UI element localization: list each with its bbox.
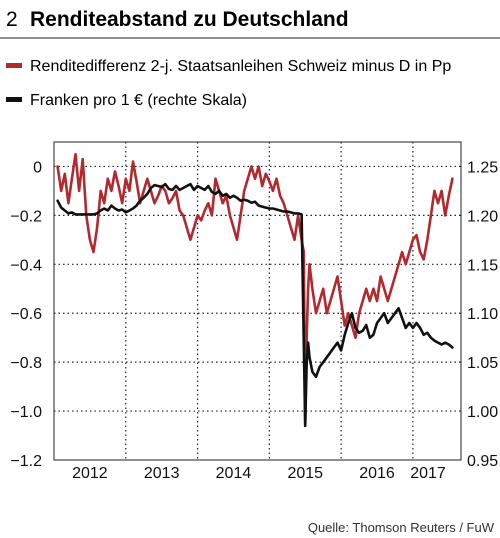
legend-swatch-red — [6, 63, 22, 68]
y-left-tick-label: −0.2 — [10, 208, 42, 225]
legend-label-black: Franken pro 1 € (rechte Skala) — [30, 92, 247, 109]
y-right-tick-label: 1.10 — [467, 306, 498, 323]
x-axis: 2012 2013 2014 2015 2016 2017 — [72, 465, 446, 482]
x-tick-label: 2013 — [144, 465, 180, 482]
x-tick-label: 2016 — [359, 465, 395, 482]
source-note: Quelle: Thomson Reuters / FuW — [308, 520, 495, 535]
y-right-tick-label: 1.00 — [467, 404, 498, 421]
x-tick-label: 2017 — [410, 465, 446, 482]
y-left-tick-label: 0 — [33, 159, 42, 176]
grid — [54, 142, 461, 460]
y-right-tick-label: 1.05 — [467, 355, 498, 372]
x-tick-label: 2012 — [72, 465, 108, 482]
y-left-tick-label: −0.6 — [10, 306, 42, 323]
y-left-tick-label: −1.2 — [10, 453, 42, 470]
y-right-tick-label: 1.25 — [467, 159, 498, 176]
chart-title: Renditeabstand zu Deutschland — [30, 8, 349, 31]
legend-label-red: Renditedifferenz 2-j. Staatsanleihen Sch… — [30, 58, 451, 75]
chart-number: 2 — [6, 8, 18, 31]
y-axis-right: 1.25 1.20 1.15 1.10 1.05 1.00 0.95 — [467, 159, 498, 470]
y-left-tick-label: −0.4 — [10, 257, 42, 274]
y-right-tick-label: 1.15 — [467, 257, 498, 274]
y-left-tick-label: −0.8 — [10, 355, 42, 372]
x-tick-label: 2014 — [216, 465, 252, 482]
y-right-tick-label: 0.95 — [467, 453, 498, 470]
series-line-franken — [56, 182, 454, 428]
y-left-tick-label: −1.0 — [10, 404, 42, 421]
plot-frame — [53, 141, 462, 461]
x-tick-label: 2015 — [287, 465, 323, 482]
series-lines — [56, 152, 454, 428]
legend-swatch-black — [6, 97, 22, 102]
series-line-rendite — [56, 152, 454, 425]
y-right-tick-label: 1.20 — [467, 208, 498, 225]
y-axis-left: 0 −0.2 −0.4 −0.6 −0.8 −1.0 −1.2 — [10, 159, 42, 470]
